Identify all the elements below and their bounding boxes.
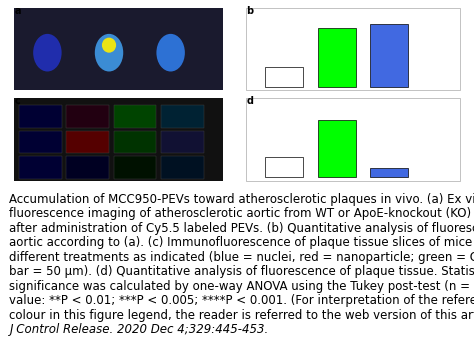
Text: J Control Release. 2020 Dec 4;329:445-453.: J Control Release. 2020 Dec 4;329:445-45… [9, 323, 269, 336]
FancyBboxPatch shape [19, 105, 62, 128]
FancyBboxPatch shape [161, 156, 204, 179]
Bar [318, 28, 356, 87]
Text: aortic according to (a). (c) Immunofluorescence of plaque tissue slices of mice : aortic according to (a). (c) Immunofluor… [9, 236, 474, 249]
FancyBboxPatch shape [246, 7, 460, 90]
Ellipse shape [102, 38, 116, 53]
FancyBboxPatch shape [66, 105, 109, 128]
Text: a: a [14, 6, 21, 16]
Text: c: c [14, 96, 20, 106]
Text: colour in this figure legend, the reader is referred to the web version of this : colour in this figure legend, the reader… [9, 308, 474, 322]
FancyBboxPatch shape [161, 105, 204, 128]
Bar [370, 24, 408, 87]
Bar [370, 168, 408, 177]
Text: after administration of Cy5.5 labeled PEVs. (b) Quantitative analysis of fluores: after administration of Cy5.5 labeled PE… [9, 222, 474, 235]
FancyBboxPatch shape [14, 98, 223, 181]
Text: different treatments as indicated (blue = nuclei, red = nanoparticle; green = CD: different treatments as indicated (blue … [9, 251, 474, 263]
FancyBboxPatch shape [114, 131, 156, 153]
FancyBboxPatch shape [19, 156, 62, 179]
Text: fluorescence imaging of atherosclerotic aortic from WT or ApoE-knockout (KO) mic: fluorescence imaging of atherosclerotic … [9, 207, 474, 220]
FancyBboxPatch shape [114, 105, 156, 128]
Bar [265, 66, 303, 87]
Ellipse shape [95, 34, 123, 71]
Text: Accumulation of MCC950-PEVs toward atherosclerotic plaques in vivo. (a) Ex vivo: Accumulation of MCC950-PEVs toward ather… [9, 192, 474, 206]
Ellipse shape [156, 34, 185, 71]
FancyBboxPatch shape [66, 156, 109, 179]
Ellipse shape [33, 34, 62, 71]
FancyBboxPatch shape [19, 131, 62, 153]
FancyBboxPatch shape [14, 7, 223, 90]
Text: b: b [246, 6, 254, 16]
Bar [318, 120, 356, 177]
FancyBboxPatch shape [161, 131, 204, 153]
Text: d: d [246, 96, 254, 106]
FancyBboxPatch shape [114, 156, 156, 179]
Text: bar = 50 μm). (d) Quantitative analysis of fluorescence of plaque tissue. Statis: bar = 50 μm). (d) Quantitative analysis … [9, 265, 474, 278]
FancyBboxPatch shape [66, 131, 109, 153]
FancyBboxPatch shape [246, 98, 460, 181]
Text: significance was calculated by one-way ANOVA using the Tukey post-test (n = 3). : significance was calculated by one-way A… [9, 279, 474, 293]
Bar [265, 157, 303, 177]
Text: value: **P < 0.01; ***P < 0.005; ****P < 0.001. (For interpretation of the refer: value: **P < 0.01; ***P < 0.005; ****P <… [9, 294, 474, 307]
